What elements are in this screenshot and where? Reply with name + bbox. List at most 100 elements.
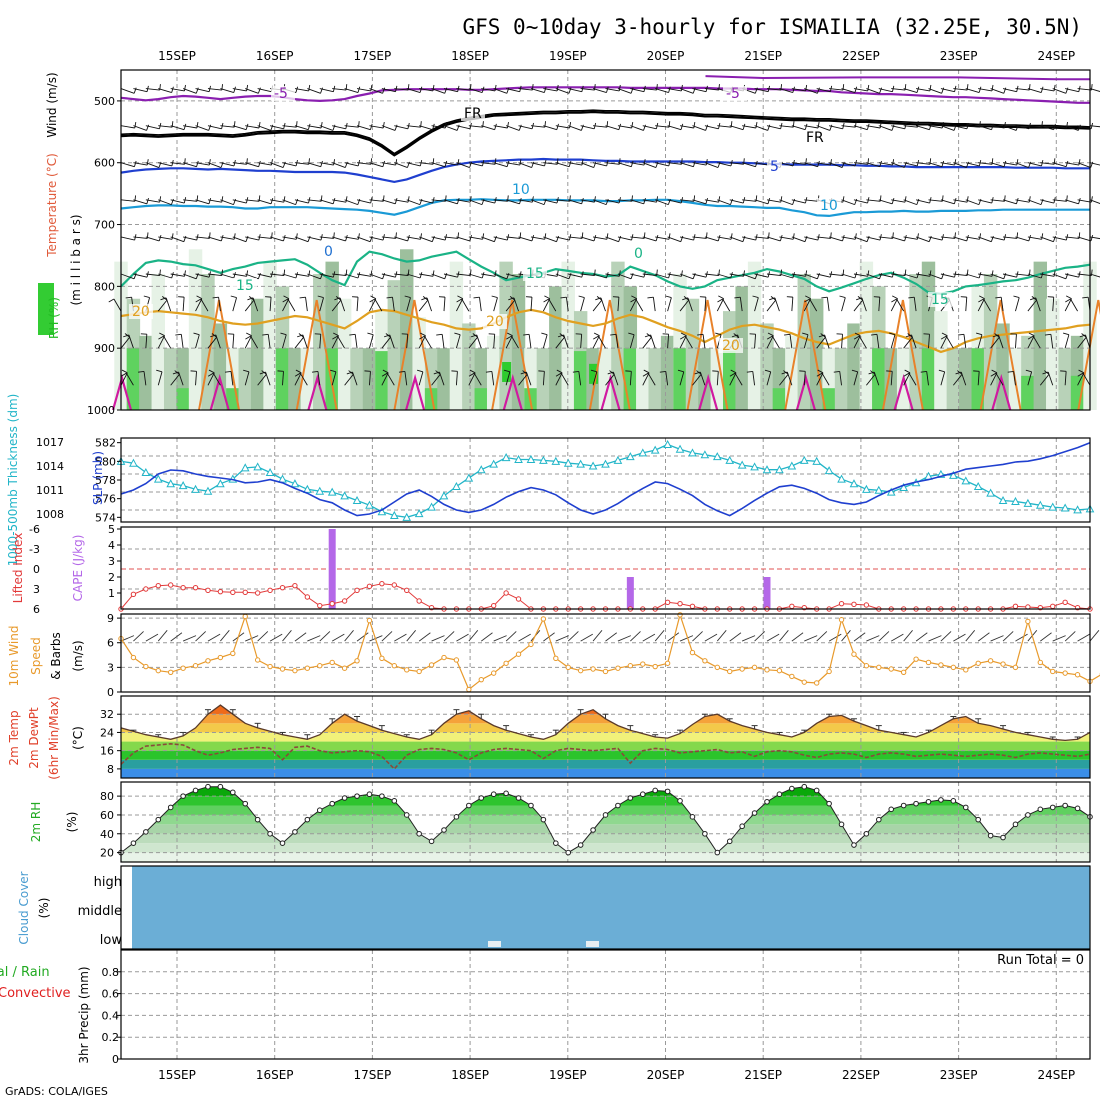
wind-barb-flag [692, 87, 696, 94]
wind-barb [530, 88, 545, 93]
wind-barb [779, 374, 789, 386]
wind-barb [431, 236, 446, 241]
wind-barb-10m [692, 631, 703, 642]
wind-barb-flag [730, 272, 733, 279]
rh-peak [502, 362, 512, 382]
day-label-top: 22SEP [842, 49, 880, 63]
lifted-index-marker [664, 599, 671, 606]
lifted-index-marker [366, 583, 373, 590]
wind-barb [344, 236, 359, 240]
day-label-bottom: 19SEP [549, 1068, 587, 1082]
rh-marker [254, 816, 261, 823]
rh-marker [1074, 805, 1081, 812]
wind-speed-marker [466, 686, 472, 693]
thickness-slp-ylabels: 1000-500mb Thickness (dm) SLP (mb) [6, 394, 105, 567]
wind-barb [158, 273, 172, 279]
wind-barb-flag [578, 295, 585, 299]
wind-speed-marker [789, 673, 795, 680]
cloud-ylabels: Cloud Cover (%) [17, 871, 51, 944]
wind-barb [771, 335, 780, 349]
wind-speed-marker [167, 669, 174, 675]
wind-barb [555, 199, 570, 202]
wind-barb-flag [383, 334, 390, 338]
wind-barb-flag [296, 334, 303, 338]
day-label-top: 17SEP [354, 49, 392, 63]
wind-barb [617, 162, 632, 168]
wind-barb [1077, 199, 1092, 203]
wind-barb-10m [157, 630, 168, 642]
thickness-marker [352, 495, 362, 505]
wind-barb-flag [311, 370, 319, 373]
lifted-index-marker [230, 589, 236, 596]
wind-barb [928, 199, 943, 202]
wind-barb [679, 236, 694, 241]
wind-barb-10m [505, 631, 517, 642]
wind-barb-flag [456, 197, 460, 204]
rh-marker [639, 791, 646, 798]
wind-barb [344, 374, 354, 386]
cape-tick: 4 [108, 539, 115, 552]
wind-barb-10m [307, 635, 321, 642]
day-label-bottom: 22SEP [842, 1068, 880, 1082]
wind-barb-flag [262, 333, 269, 336]
wind-barb-flag [605, 198, 609, 205]
wind-barb [555, 88, 570, 94]
wind-barb-flag [294, 372, 301, 377]
surface-isotherm-spike [307, 373, 328, 411]
wind-barb [878, 199, 893, 205]
wind-barb-flag [357, 233, 360, 240]
wind-barb [717, 273, 731, 279]
wind-barb-flag [332, 197, 336, 204]
rh-marker [876, 816, 882, 823]
wind-barb-flag [816, 87, 820, 94]
wind-barb-flag [282, 298, 289, 303]
thickness-marker [663, 439, 672, 449]
wind-barb [518, 199, 533, 203]
wind-barb [404, 371, 408, 386]
wind-barb [580, 88, 595, 91]
rh-marker [192, 787, 199, 794]
wind-barb-flag [717, 235, 721, 242]
wind-barb [506, 88, 520, 93]
lifted-index-marker [1050, 603, 1056, 610]
wind-barb-10m [456, 633, 469, 642]
wind-barb [829, 88, 844, 91]
wind-barb [555, 236, 570, 241]
wind-barb [257, 199, 272, 205]
wind-barb [431, 374, 441, 386]
wind-barb [853, 125, 868, 131]
wind-barb [704, 199, 719, 203]
ylabel-thickness: 1000-500mb Thickness (dm) [6, 394, 20, 567]
wind-barb [915, 236, 930, 243]
slp-line [120, 442, 1091, 517]
wind-barb-flag [208, 159, 211, 166]
wind-barb [332, 199, 347, 203]
wind-barb [593, 125, 608, 128]
wind-barb [580, 162, 594, 168]
lifted-index-tick: -3 [29, 543, 40, 556]
rh-marker [279, 840, 286, 846]
wind-barb-flag [767, 332, 774, 337]
wind-barb-flag [207, 372, 214, 377]
surface-isotherm-spike [502, 373, 523, 411]
rh-marker [155, 816, 162, 823]
wind-barb [841, 199, 855, 206]
wind-barb-flag [978, 86, 982, 93]
wind-barb [282, 371, 284, 386]
wind-barb [1015, 334, 1017, 349]
wind-barb-flag [1016, 197, 1019, 204]
wind-barb [928, 162, 943, 168]
wind-barb [1089, 162, 1100, 166]
wind-barb-flag [159, 332, 165, 337]
wind-frame [120, 613, 1091, 693]
wind-barb-flag [245, 123, 249, 130]
wind-barb-10m [443, 631, 455, 642]
wind-barb [232, 236, 247, 243]
wind-barb [431, 162, 446, 168]
wind-barb [337, 335, 346, 349]
wind-barb [455, 371, 458, 386]
wind-barb-flag [792, 198, 796, 205]
wind-barb [218, 297, 221, 312]
wind-barb-flag [630, 273, 634, 279]
